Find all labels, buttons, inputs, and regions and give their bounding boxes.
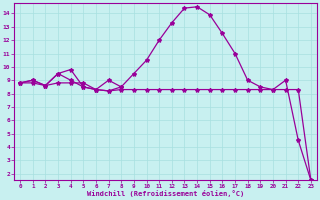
X-axis label: Windchill (Refroidissement éolien,°C): Windchill (Refroidissement éolien,°C) bbox=[87, 190, 244, 197]
